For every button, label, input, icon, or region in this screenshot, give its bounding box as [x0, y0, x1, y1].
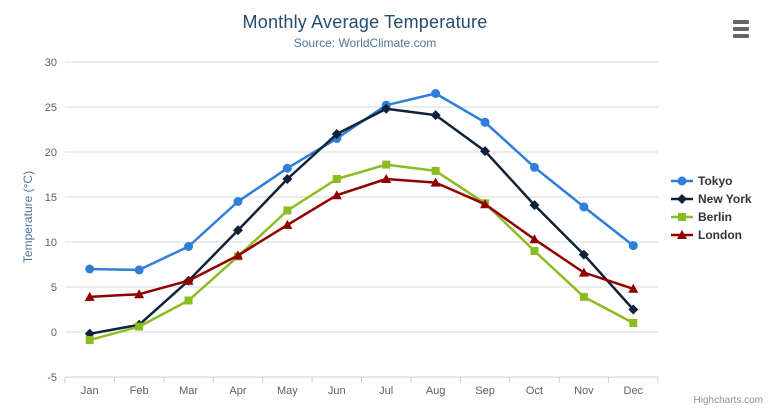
x-axis-label: Mar [179, 385, 198, 397]
legend-label: London [698, 228, 742, 242]
highcharts-credit-link[interactable]: Highcharts.com [693, 395, 763, 406]
data-point-berlin-dec[interactable] [629, 319, 638, 327]
legend-item-london[interactable]: London [671, 226, 752, 244]
data-point-berlin-jan[interactable] [85, 336, 94, 345]
chart-subtitle: Source: WorldClimate.com [293, 36, 437, 50]
data-point-new-york-may[interactable] [282, 174, 293, 184]
data-point-london-feb[interactable] [134, 289, 145, 299]
data-point-london-nov[interactable] [578, 267, 589, 277]
data-point-new-york-nov[interactable] [578, 249, 589, 260]
series-line-tokyo [88, 92, 635, 272]
circle-legend-marker-icon [671, 176, 693, 186]
x-axis: Jan Feb Mar Apr May Jun Jul Aug Sep Oct Nov Dec [64, 376, 659, 397]
data-point-tokyo-jan[interactable] [85, 264, 95, 274]
y-axis-label: 5 [51, 282, 57, 294]
series-new-york [84, 103, 639, 339]
triangle-legend-marker-icon [671, 230, 693, 239]
data-point-london-oct[interactable] [529, 234, 540, 244]
diamond-legend-marker-icon [671, 194, 693, 204]
data-point-tokyo-mar[interactable] [184, 242, 194, 251]
data-point-berlin-may[interactable] [283, 206, 292, 215]
legend-item-berlin[interactable]: Berlin [671, 208, 752, 226]
data-point-new-york-apr[interactable] [232, 225, 243, 236]
chart-title: Monthly Average Temperature [242, 12, 488, 32]
data-point-london-jan[interactable] [84, 291, 95, 301]
x-axis-label: Jul [379, 385, 393, 397]
x-axis-label: Feb [130, 385, 149, 397]
data-point-tokyo-nov[interactable] [579, 202, 589, 212]
data-point-london-jun[interactable] [331, 190, 342, 200]
x-axis-label: May [277, 385, 298, 397]
data-point-london-sep[interactable] [480, 199, 491, 209]
data-point-tokyo-aug[interactable] [431, 89, 441, 98]
series-line-new-york [88, 107, 635, 336]
x-axis-label: Aug [426, 385, 446, 397]
x-axis-label: Nov [574, 385, 594, 397]
y-axis-label: 15 [45, 192, 57, 204]
x-axis-label: Apr [229, 385, 246, 397]
legend-item-tokyo[interactable]: Tokyo [671, 172, 752, 190]
data-point-berlin-mar[interactable] [184, 296, 193, 305]
y-axis-label: 10 [45, 237, 57, 249]
y-axis-label: 20 [45, 147, 57, 159]
legend-item-new-york[interactable]: New York [671, 190, 752, 208]
data-point-new-york-oct[interactable] [529, 200, 540, 211]
legend: Tokyo New York Berlin London [671, 172, 752, 244]
data-point-london-apr[interactable] [232, 250, 243, 260]
x-axis-label: Dec [624, 385, 644, 397]
chart-context-menu-button[interactable] [728, 17, 754, 41]
x-axis-label: Sep [475, 385, 495, 397]
data-point-berlin-aug[interactable] [431, 166, 440, 175]
data-point-berlin-jun[interactable] [332, 175, 341, 183]
legend-label: Tokyo [698, 174, 733, 188]
data-point-tokyo-oct[interactable] [529, 162, 539, 172]
x-axis-label: Jun [328, 385, 346, 397]
y-axis-labels: -5 0 5 10 15 20 25 30 [45, 57, 57, 384]
y-axis-label: -5 [47, 372, 57, 384]
y-axis-label: 25 [45, 102, 57, 114]
data-point-berlin-nov[interactable] [579, 292, 588, 301]
data-point-berlin-feb[interactable] [135, 322, 144, 331]
square-legend-marker-icon [671, 213, 693, 221]
y-axis-title: Temperature (°C) [21, 170, 35, 264]
y-axis-label: 0 [51, 327, 57, 339]
series-line-berlin [88, 163, 635, 342]
data-point-london-jul[interactable] [381, 174, 392, 183]
gridlines [65, 61, 658, 333]
data-point-tokyo-dec[interactable] [628, 241, 638, 251]
data-point-berlin-oct[interactable] [530, 247, 539, 255]
series-line-london [88, 177, 635, 299]
data-point-new-york-jul[interactable] [381, 103, 392, 114]
series-london [84, 174, 639, 301]
data-point-tokyo-may[interactable] [282, 163, 292, 173]
data-point-tokyo-feb[interactable] [134, 265, 144, 275]
data-point-london-may[interactable] [282, 219, 293, 229]
data-point-new-york-dec[interactable] [628, 304, 639, 315]
data-point-tokyo-sep[interactable] [480, 117, 490, 127]
data-point-berlin-jul[interactable] [382, 160, 391, 169]
x-axis-label: Oct [526, 385, 543, 397]
data-point-london-mar[interactable] [183, 275, 194, 285]
y-axis-label: 30 [45, 57, 57, 69]
data-point-tokyo-apr[interactable] [233, 197, 243, 206]
series-tokyo [85, 89, 638, 275]
data-point-london-dec[interactable] [628, 283, 639, 293]
legend-label: New York [698, 192, 752, 206]
data-point-new-york-jun[interactable] [331, 129, 342, 139]
data-point-london-aug[interactable] [430, 177, 441, 187]
data-point-new-york-sep[interactable] [480, 146, 491, 157]
legend-label: Berlin [698, 210, 733, 224]
x-axis-label: Jan [81, 385, 99, 397]
data-point-new-york-aug[interactable] [430, 110, 441, 121]
